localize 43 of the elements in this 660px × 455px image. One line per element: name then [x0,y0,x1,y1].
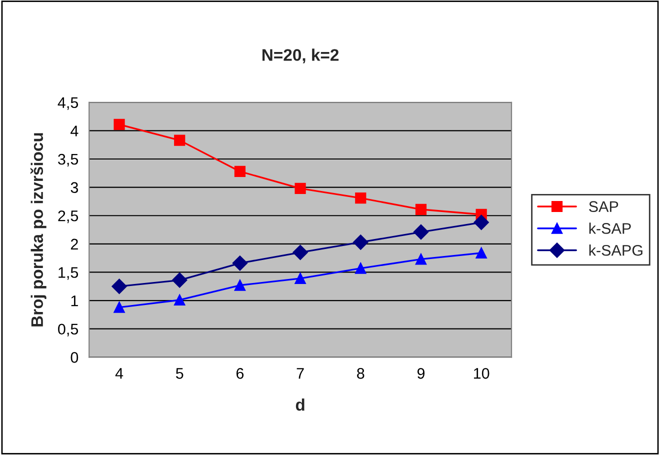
y-tick-label: 0,5 [58,324,78,336]
x-tick-label: 10 [474,368,490,379]
point [413,224,429,240]
point [114,302,125,313]
y-tick-label: 2 [70,238,78,250]
y-axis-title: Broj poruka po izvršiocu [30,133,46,326]
legend-label: k-SAPG [589,244,642,256]
point [294,272,306,284]
point [294,182,306,194]
point [234,280,246,291]
point [476,247,487,259]
x-tick-label: 5 [176,368,184,379]
point [353,234,368,250]
y-tick-label: 2,5 [58,210,78,224]
y-tick-label: 0 [70,352,78,363]
point [174,294,186,306]
chart-title: N=20, k=2 [262,48,339,64]
point [474,214,489,230]
x-tick-label: 8 [357,368,364,379]
y-tick-label: 4 [70,126,78,136]
x-tick-label: 6 [236,368,244,379]
point [112,278,127,294]
point [355,192,366,204]
y-tick-label: 1 [71,296,78,306]
y-tick-label: 1,5 [58,267,78,280]
point [355,262,366,274]
point [415,254,427,265]
x-axis-title: d [296,398,304,411]
x-tick-label: 7 [296,368,304,379]
point [114,118,125,130]
point [415,204,427,215]
y-tick-label: 3 [70,182,78,193]
point [234,166,246,178]
point [172,272,188,288]
legend-label: k-SAP [589,222,631,234]
point [232,256,248,271]
y-tick-label: 4,5 [58,97,78,110]
y-tick-label: 3,5 [58,154,78,166]
legend-label: SAP [589,201,618,212]
x-tick-label: 4 [115,368,124,379]
point [292,244,308,260]
x-tick-label: 9 [417,368,425,379]
point [174,134,186,146]
